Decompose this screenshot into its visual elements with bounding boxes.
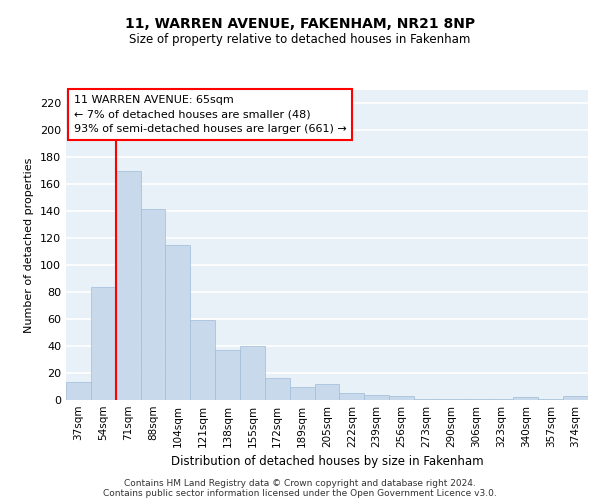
Bar <box>340 394 364 400</box>
Bar <box>488 398 514 400</box>
Bar <box>140 208 166 400</box>
Bar <box>538 398 563 400</box>
Bar <box>414 398 439 400</box>
Bar <box>389 396 414 400</box>
Bar <box>563 396 588 400</box>
Bar <box>166 245 190 400</box>
Bar <box>240 346 265 400</box>
Text: Contains HM Land Registry data © Crown copyright and database right 2024.: Contains HM Land Registry data © Crown c… <box>124 478 476 488</box>
Bar <box>314 384 340 400</box>
Bar <box>464 398 488 400</box>
Bar <box>190 320 215 400</box>
Bar <box>215 350 240 400</box>
Text: 11 WARREN AVENUE: 65sqm
← 7% of detached houses are smaller (48)
93% of semi-det: 11 WARREN AVENUE: 65sqm ← 7% of detached… <box>74 94 347 134</box>
Text: 11, WARREN AVENUE, FAKENHAM, NR21 8NP: 11, WARREN AVENUE, FAKENHAM, NR21 8NP <box>125 18 475 32</box>
Bar <box>439 398 464 400</box>
Bar <box>514 398 538 400</box>
Bar <box>290 386 314 400</box>
Text: Size of property relative to detached houses in Fakenham: Size of property relative to detached ho… <box>130 32 470 46</box>
Bar <box>91 287 116 400</box>
Y-axis label: Number of detached properties: Number of detached properties <box>25 158 34 332</box>
Bar <box>66 382 91 400</box>
Bar <box>265 378 290 400</box>
X-axis label: Distribution of detached houses by size in Fakenham: Distribution of detached houses by size … <box>170 456 484 468</box>
Bar <box>116 171 140 400</box>
Text: Contains public sector information licensed under the Open Government Licence v3: Contains public sector information licen… <box>103 488 497 498</box>
Bar <box>364 394 389 400</box>
